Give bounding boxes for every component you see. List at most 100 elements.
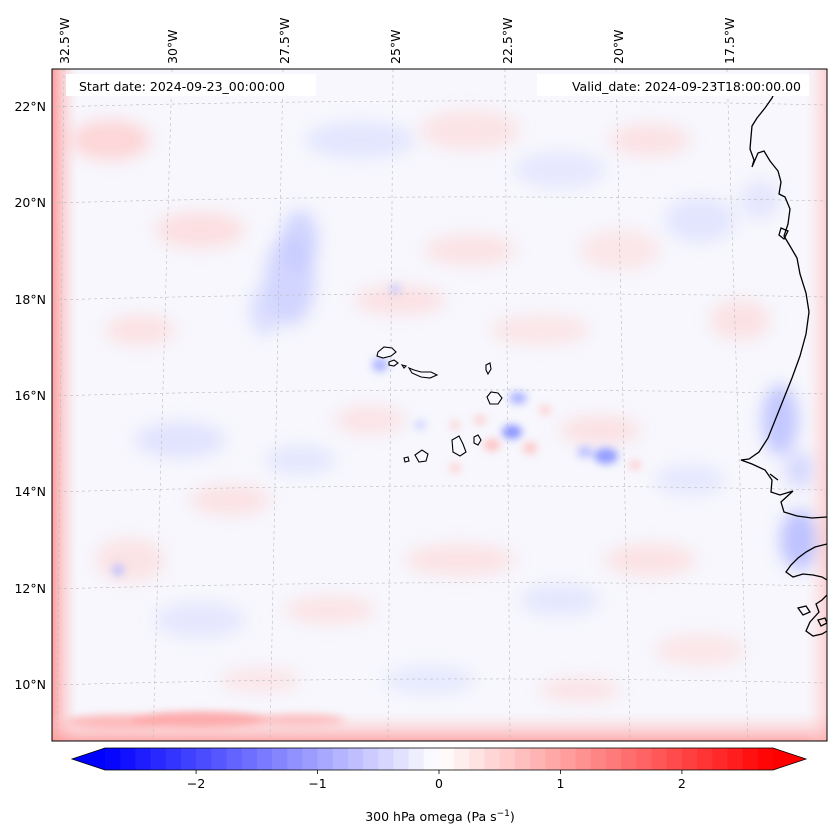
colorbar-outline	[70, 747, 808, 771]
omega-anomaly	[520, 585, 600, 615]
colorbar-cell	[727, 748, 744, 770]
colorbar-ticks: −2 −1 0 1 2	[187, 770, 686, 791]
omega-anomaly	[762, 385, 798, 455]
omega-anomaly	[70, 120, 150, 160]
gridlines	[52, 69, 827, 741]
colorbar-cell	[165, 748, 182, 770]
meridian-22.5w	[504, 69, 511, 741]
boundary-right	[805, 69, 827, 741]
colorbar-tick-label: 0	[435, 776, 443, 791]
colorbar-cell	[226, 748, 243, 770]
colorbar-cell	[606, 748, 622, 770]
colorbar-cell	[287, 748, 303, 770]
omega-anomaly	[605, 544, 695, 576]
lon-label: 27.5°W	[277, 18, 292, 64]
colorbar-cell	[135, 748, 152, 770]
colorbar-cell	[317, 748, 334, 770]
colorbar-cell	[530, 748, 546, 770]
parallel-12n	[52, 582, 827, 590]
parallel-20n	[52, 196, 827, 204]
omega-anomaly	[372, 358, 388, 372]
colorbar-extend-max	[773, 748, 806, 770]
lon-label: 20°W	[611, 29, 626, 64]
omega-field	[52, 69, 827, 741]
omega-anomaly	[474, 415, 486, 425]
colorbar-cell	[120, 748, 136, 770]
coast-bissagos	[796, 605, 811, 616]
valid-date-box	[537, 74, 809, 96]
omega-anomaly	[539, 405, 551, 415]
colorbar-cell	[408, 748, 425, 770]
boundary-left	[52, 69, 78, 741]
colorbar-label: 300 hPa omega (Pa s−1)	[365, 809, 515, 824]
colorbar-cell	[651, 748, 668, 770]
coast-guinea-2	[817, 617, 827, 627]
colorbar-cell	[636, 748, 653, 770]
island-santiago	[451, 435, 467, 457]
omega-anomaly	[285, 596, 375, 624]
colorbar-cell	[211, 748, 228, 770]
coast-cap-blanc	[778, 227, 789, 241]
meridian-32.5w	[56, 69, 65, 741]
island-santo-antao	[376, 346, 397, 359]
omega-anomaly	[265, 446, 335, 474]
omega-anomaly	[335, 406, 405, 434]
colorbar-cell	[150, 748, 167, 770]
colorbar-cell	[757, 748, 774, 770]
omega-anomaly	[577, 446, 593, 458]
colorbar-tick-label: −1	[308, 776, 326, 791]
parallel-18n	[52, 293, 827, 301]
island-santa-luzia	[400, 364, 408, 369]
colorbar-cell	[681, 748, 698, 770]
omega-anomaly	[629, 460, 641, 470]
lon-label: 25°W	[388, 29, 403, 64]
map-frame	[51, 68, 828, 742]
omega-anomaly	[385, 666, 475, 694]
omega-anomaly	[560, 416, 640, 444]
start-date-box	[66, 74, 316, 96]
island-sal	[485, 362, 492, 376]
omega-anomaly	[250, 285, 280, 335]
island-sao-nicolau	[407, 366, 439, 379]
omega-anomaly	[282, 210, 318, 270]
colorbar-cell	[196, 748, 212, 770]
african-coastline	[740, 85, 827, 637]
colorbar-cell	[423, 748, 440, 770]
colorbar-cell	[697, 748, 713, 770]
omega-anomaly	[389, 284, 401, 294]
colorbar-cells	[72, 748, 806, 770]
colorbar-extend-min	[72, 748, 105, 770]
lat-label: 14°N	[14, 484, 46, 499]
colorbar-cell	[499, 748, 516, 770]
omega-anomaly	[425, 235, 515, 265]
omega-anomaly	[665, 198, 735, 242]
colorbar-cell	[272, 748, 288, 770]
coast-senegal-north	[769, 473, 779, 481]
omega-anomaly	[484, 439, 500, 451]
parallel-10n	[52, 678, 827, 686]
meridian-20w	[615, 69, 631, 741]
lat-label: 10°N	[14, 677, 46, 692]
lat-label: 16°N	[14, 388, 46, 403]
parallel-16n	[52, 389, 827, 397]
longitude-labels: 32.5°W 30°W 27.5°W 25°W 22.5°W 20°W 17.5…	[57, 18, 737, 64]
meridian-17.5w	[726, 69, 749, 741]
meridian-30w	[152, 69, 173, 741]
meridian-25w	[387, 69, 394, 741]
omega-anomaly	[112, 564, 124, 576]
colorbar-cell	[454, 748, 470, 770]
colorbar-cell	[666, 748, 683, 770]
colorbar-cell	[347, 748, 364, 770]
latitude-labels: 22°N 20°N 18°N 16°N 14°N 12°N 10°N	[14, 99, 46, 692]
omega-anomaly	[155, 212, 245, 248]
lat-label: 20°N	[14, 195, 46, 210]
lon-label: 30°W	[165, 29, 180, 64]
boundary-bottom	[52, 712, 827, 741]
coast-guinea-bissau	[785, 543, 827, 581]
start-date-label: Start date: 2024-09-23_00:00:00	[79, 79, 285, 94]
colorbar-cell	[590, 748, 607, 770]
parallel-22n	[52, 100, 827, 108]
omega-anomaly	[509, 392, 527, 404]
colorbar-cell	[378, 748, 395, 770]
colorbar-tick-label: 2	[678, 776, 686, 791]
